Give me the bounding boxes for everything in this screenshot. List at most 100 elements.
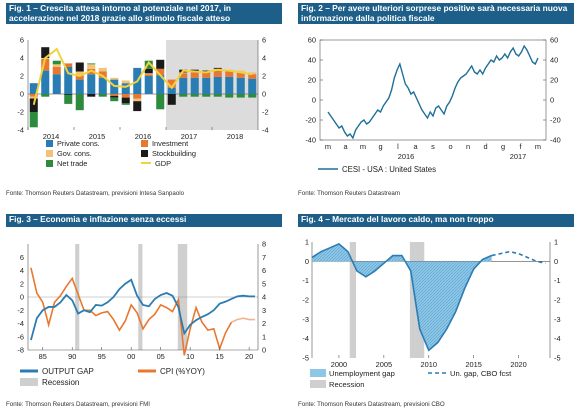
- bar-gov-cons: [52, 64, 61, 67]
- x-tick-label: 2015: [89, 132, 105, 141]
- y-tick-label: -2: [302, 296, 309, 305]
- y-tick-label: -20: [305, 116, 316, 125]
- bar-stockbuilding: [121, 97, 130, 103]
- bar-net-trade: [41, 94, 50, 97]
- bar-net-trade: [248, 94, 257, 98]
- bar-stockbuilding: [75, 62, 84, 72]
- chart-panel-2: Fig. 2 – Per avere ulteriori sorprese po…: [298, 0, 578, 205]
- bar-stockbuilding: [133, 101, 142, 112]
- bar-private-cons: [156, 75, 165, 94]
- x-tick-label: 05: [157, 352, 165, 361]
- y-tick-label: 0: [305, 257, 309, 266]
- y-tick-label: 6: [262, 36, 266, 45]
- legend-swatch: [46, 150, 53, 157]
- y-tick-label: -4: [302, 334, 309, 343]
- legend-label: CESI - USA : United States: [342, 165, 436, 174]
- x-tick-label: 2018: [227, 132, 243, 141]
- x-tick-label: 2014: [43, 132, 59, 141]
- x-tick-label: m: [325, 142, 331, 151]
- chart-source: Fonte: Thomson Reuters Datastream, previ…: [6, 401, 150, 408]
- y-tick-label: 6: [262, 266, 266, 275]
- x-tick-label: 90: [68, 352, 76, 361]
- x-tick-label: n: [466, 142, 470, 151]
- bar-private-cons: [213, 76, 222, 94]
- chart-title: Fig. 2 – Per avere ulteriori sorprese po…: [298, 3, 574, 25]
- bar-private-cons: [144, 76, 153, 94]
- chart-title: Fig. 3 – Economia e inflazione senza ecc…: [6, 214, 282, 227]
- legend-label: Net trade: [57, 159, 87, 168]
- legend-label: Recession: [329, 380, 364, 389]
- y-tick-label: -2: [17, 108, 24, 117]
- bar-investment: [75, 75, 84, 80]
- bar-private-cons: [225, 76, 234, 94]
- bar-investment: [41, 58, 50, 71]
- legend-recession-swatch: [310, 380, 326, 388]
- bar-gov-cons: [75, 71, 84, 76]
- y-tick-label: -2: [17, 306, 24, 315]
- bar-gov-cons: [133, 98, 142, 102]
- y-tick-label: 60: [308, 36, 316, 45]
- bar-investment: [156, 68, 165, 76]
- unemployment-gap-chart: 1 0 -1 -2 -3 -4 -5 1 0 -1 -2 -3 -4 -5 2000 2005 2010 2015…: [302, 238, 561, 390]
- plot-frame: [319, 39, 547, 141]
- legend-label: Investment: [152, 139, 188, 148]
- bar-net-trade: [52, 60, 61, 65]
- bar-stockbuilding: [29, 98, 38, 112]
- bar-net-trade: [110, 97, 119, 102]
- chart-panel-3: Fig. 3 – Economia e inflazione senza ecc…: [6, 208, 286, 413]
- bar-net-trade: [75, 94, 84, 111]
- x-tick-label: l: [397, 142, 399, 151]
- legend-label: Un. gap, CBO fcst: [450, 369, 512, 378]
- y-tick-label: 4: [262, 293, 266, 302]
- unemployment-gap-area: [312, 243, 492, 351]
- bar-investment: [110, 94, 119, 96]
- y-tick-label: 0: [550, 96, 554, 105]
- y-tick-label: -4: [17, 319, 24, 328]
- y-tick-label: 40: [550, 56, 558, 65]
- x-tick-label: 2015: [465, 360, 481, 369]
- bar-private-cons: [75, 79, 84, 94]
- x-tick-label: s: [431, 142, 435, 151]
- bar-net-trade: [190, 94, 199, 97]
- y-tick-label: -4: [262, 126, 269, 135]
- bar-net-trade: [225, 94, 234, 98]
- y-tick-label: -4: [17, 126, 24, 135]
- x-tick-label: 2005: [376, 360, 392, 369]
- x-tick-label: 00: [127, 352, 135, 361]
- y-tick-label: 3: [262, 306, 266, 315]
- bar-stockbuilding: [167, 94, 176, 105]
- bar-stockbuilding: [41, 47, 50, 58]
- x-tick-label: m: [535, 142, 541, 151]
- y-tick-label: -1: [554, 276, 561, 285]
- bar-investment: [213, 70, 222, 77]
- bar-gov-cons: [121, 80, 130, 84]
- bar-private-cons: [179, 77, 188, 94]
- x-tick-label: 2020: [510, 360, 526, 369]
- y-tick-label: 7: [262, 253, 266, 262]
- bar-net-trade: [236, 94, 245, 98]
- y-tick-label: 40: [308, 56, 316, 65]
- bar-investment: [225, 71, 234, 77]
- x-tick-label: d: [483, 142, 487, 151]
- x-tick-label: 2017: [181, 132, 197, 141]
- x-tick-label: 10: [186, 352, 194, 361]
- legend-label: CPI (%YOY): [160, 367, 205, 376]
- y-tick-label: 20: [550, 76, 558, 85]
- bar-investment: [98, 71, 107, 78]
- y-tick-label: -40: [305, 136, 316, 145]
- bar-net-trade: [202, 94, 211, 97]
- cbo-forecast-line: [491, 250, 546, 265]
- y-tick-label: 60: [550, 36, 558, 45]
- bar-investment: [167, 79, 176, 88]
- bar-investment: [248, 74, 257, 79]
- y-tick-label: 0: [312, 96, 316, 105]
- bar-investment: [52, 67, 61, 75]
- y-tick-label: 6: [20, 36, 24, 45]
- year-label: 2016: [398, 152, 414, 161]
- x-tick-label: m: [360, 142, 366, 151]
- y-tick-label: 2: [262, 72, 266, 81]
- y-tick-label: 6: [20, 253, 24, 262]
- y-tick-label: 4: [20, 54, 24, 63]
- bar-investment: [202, 72, 211, 78]
